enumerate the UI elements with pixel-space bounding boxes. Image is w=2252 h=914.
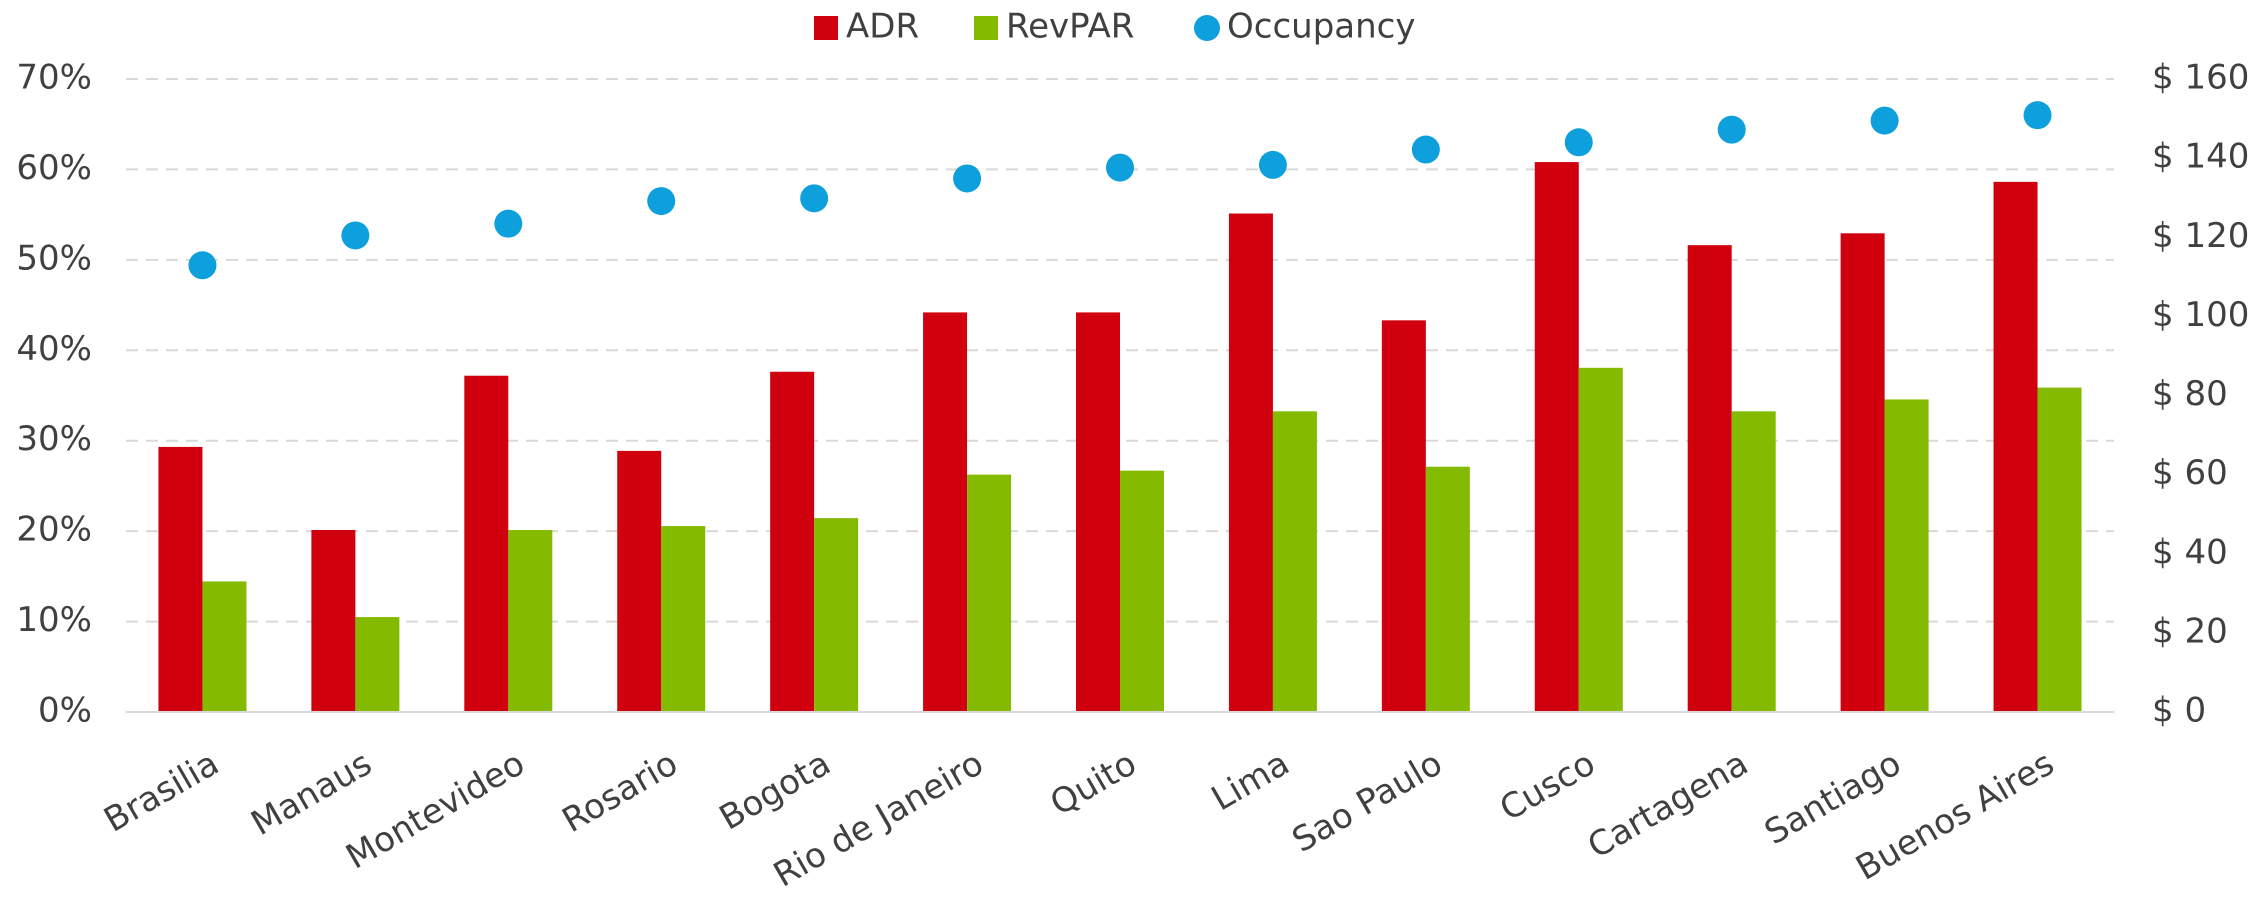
bar	[1578, 367, 1623, 712]
x-tick-label: Cusco	[1493, 743, 1602, 829]
dot	[1717, 115, 1746, 144]
x-tick-label: Brasilia	[97, 743, 225, 840]
bar	[1120, 470, 1164, 712]
dot	[1106, 153, 1134, 182]
dot	[341, 221, 370, 250]
bar	[1228, 213, 1273, 712]
dot	[953, 164, 982, 193]
dot	[1564, 128, 1593, 157]
y2-tick-label: $ 40	[2152, 532, 2228, 572]
x-tick-label: Manaus	[244, 743, 378, 844]
bar	[508, 530, 553, 712]
bar	[770, 371, 815, 712]
bar	[814, 518, 859, 712]
y-tick-label: 50%	[16, 238, 92, 278]
bar	[923, 312, 968, 712]
y-tick-label: 20%	[16, 510, 92, 550]
bar	[355, 617, 400, 712]
y2-tick-label: $ 0	[2152, 691, 2206, 731]
y2-tick-label: $ 120	[2152, 216, 2249, 256]
bar	[1381, 320, 1426, 712]
bar	[661, 526, 706, 712]
y2-tick-label: $ 20	[2152, 611, 2228, 651]
bar	[158, 446, 203, 712]
bar	[202, 581, 247, 712]
legend-label: ADR	[846, 7, 919, 47]
x-tick-label: Cartagena	[1581, 743, 1755, 866]
y2-tick-label: $ 140	[2152, 137, 2249, 177]
y-tick-label: 60%	[16, 148, 92, 188]
y2-tick-label: $ 160	[2152, 58, 2249, 98]
dot	[494, 209, 523, 238]
bar	[1884, 399, 1929, 712]
y-tick-label: 0%	[38, 691, 92, 731]
legend-label: Occupancy	[1227, 7, 1415, 47]
dot	[1870, 106, 1899, 135]
bar	[311, 530, 356, 712]
bar	[1272, 411, 1317, 712]
x-tick-label: Rosario	[556, 743, 685, 840]
y2-tick-label: $ 100	[2152, 295, 2249, 335]
legend-label: RevPAR	[1006, 7, 1134, 47]
bar	[464, 375, 509, 712]
bar	[1731, 411, 1776, 712]
x-tick-label: Quito	[1044, 743, 1144, 824]
bar	[617, 450, 662, 712]
bar	[2037, 387, 2082, 712]
legend-swatch	[974, 16, 998, 40]
y-tick-label: 30%	[16, 419, 92, 459]
legend-swatch	[814, 16, 838, 40]
dot	[647, 187, 676, 216]
bar	[1076, 312, 1120, 712]
bar	[1534, 162, 1579, 713]
y-tick-label: 10%	[16, 600, 92, 640]
y2-tick-label: $ 60	[2152, 453, 2228, 493]
y2-tick-label: $ 80	[2152, 374, 2228, 414]
dot	[800, 184, 829, 213]
y-tick-label: 70%	[16, 58, 92, 98]
bar	[1840, 233, 1885, 712]
bar	[1425, 466, 1470, 712]
dot	[1258, 150, 1287, 179]
bar	[1687, 245, 1732, 712]
x-tick-label: Sao Paulo	[1286, 743, 1449, 860]
dot	[2023, 101, 2052, 130]
bar	[1993, 181, 2038, 713]
dot	[188, 251, 217, 280]
x-tick-label: Bogota	[713, 743, 838, 838]
legend-swatch	[1194, 15, 1220, 41]
y-tick-label: 40%	[16, 329, 92, 369]
dot	[1411, 135, 1440, 164]
bar	[967, 474, 1012, 712]
x-tick-label: Lima	[1205, 743, 1296, 819]
